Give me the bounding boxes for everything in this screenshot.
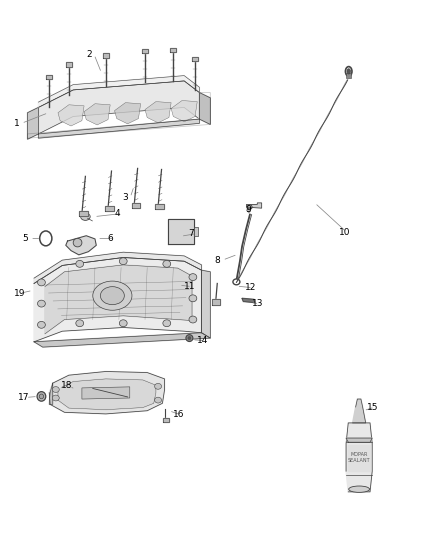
Ellipse shape <box>38 321 46 328</box>
Text: 1: 1 <box>14 119 19 128</box>
Polygon shape <box>194 227 198 236</box>
Polygon shape <box>39 76 199 108</box>
Ellipse shape <box>76 320 84 327</box>
Polygon shape <box>247 203 261 208</box>
Polygon shape <box>106 206 114 211</box>
Ellipse shape <box>189 295 197 302</box>
Polygon shape <box>58 379 156 410</box>
Polygon shape <box>348 445 370 471</box>
Ellipse shape <box>163 320 171 327</box>
Polygon shape <box>145 102 171 123</box>
Polygon shape <box>34 333 210 347</box>
Ellipse shape <box>188 336 191 340</box>
Ellipse shape <box>93 281 132 310</box>
Text: 5: 5 <box>22 234 28 243</box>
Ellipse shape <box>37 392 46 401</box>
Ellipse shape <box>186 335 193 342</box>
Polygon shape <box>28 108 39 139</box>
Polygon shape <box>49 383 53 405</box>
Text: 17: 17 <box>18 393 29 402</box>
Polygon shape <box>115 103 141 124</box>
Polygon shape <box>45 265 192 334</box>
Polygon shape <box>39 81 199 134</box>
Polygon shape <box>103 53 109 58</box>
Polygon shape <box>346 74 351 78</box>
Text: 8: 8 <box>215 256 220 265</box>
Ellipse shape <box>189 273 197 280</box>
Ellipse shape <box>247 209 251 212</box>
Ellipse shape <box>38 279 46 286</box>
Polygon shape <box>168 219 194 244</box>
Text: 2: 2 <box>86 50 92 59</box>
Polygon shape <box>34 257 201 342</box>
Polygon shape <box>242 298 254 303</box>
Polygon shape <box>82 387 130 399</box>
Text: 9: 9 <box>245 205 251 214</box>
Ellipse shape <box>119 258 127 265</box>
Ellipse shape <box>76 261 84 267</box>
Ellipse shape <box>119 320 127 327</box>
Polygon shape <box>212 300 220 305</box>
Polygon shape <box>34 252 201 284</box>
Polygon shape <box>79 211 88 216</box>
Ellipse shape <box>189 316 197 323</box>
Polygon shape <box>346 438 372 442</box>
Polygon shape <box>192 57 198 61</box>
Text: 6: 6 <box>107 234 113 243</box>
Polygon shape <box>170 48 177 52</box>
Ellipse shape <box>39 394 44 399</box>
Ellipse shape <box>52 395 59 401</box>
Text: 15: 15 <box>367 402 378 411</box>
Polygon shape <box>46 75 52 79</box>
Polygon shape <box>131 203 140 208</box>
Text: 16: 16 <box>173 410 185 419</box>
Ellipse shape <box>81 213 90 220</box>
Ellipse shape <box>155 383 162 389</box>
Polygon shape <box>163 418 169 422</box>
Ellipse shape <box>100 287 124 305</box>
Text: 7: 7 <box>188 229 194 238</box>
Text: 12: 12 <box>245 283 257 292</box>
Polygon shape <box>84 104 110 125</box>
Polygon shape <box>49 372 165 414</box>
Polygon shape <box>353 399 366 423</box>
Text: 4: 4 <box>115 209 120 218</box>
Ellipse shape <box>163 261 171 267</box>
Text: 14: 14 <box>197 336 208 345</box>
Polygon shape <box>199 93 210 124</box>
Polygon shape <box>201 270 210 338</box>
Text: 13: 13 <box>252 299 263 308</box>
Ellipse shape <box>347 69 350 74</box>
Text: 11: 11 <box>184 282 196 291</box>
Ellipse shape <box>73 238 82 247</box>
Polygon shape <box>142 49 148 53</box>
Text: 19: 19 <box>14 288 25 297</box>
Text: 10: 10 <box>339 228 350 237</box>
Ellipse shape <box>38 300 46 307</box>
Polygon shape <box>39 119 199 138</box>
Ellipse shape <box>349 486 370 492</box>
Ellipse shape <box>155 397 162 403</box>
Polygon shape <box>346 423 372 492</box>
Ellipse shape <box>52 386 59 392</box>
Polygon shape <box>58 105 84 126</box>
Text: 3: 3 <box>122 193 128 202</box>
Polygon shape <box>155 204 164 209</box>
Text: 18: 18 <box>61 381 73 390</box>
Polygon shape <box>171 101 197 122</box>
Polygon shape <box>66 236 96 255</box>
Text: MOPAR
SEALANT: MOPAR SEALANT <box>348 452 371 463</box>
Polygon shape <box>66 62 72 67</box>
